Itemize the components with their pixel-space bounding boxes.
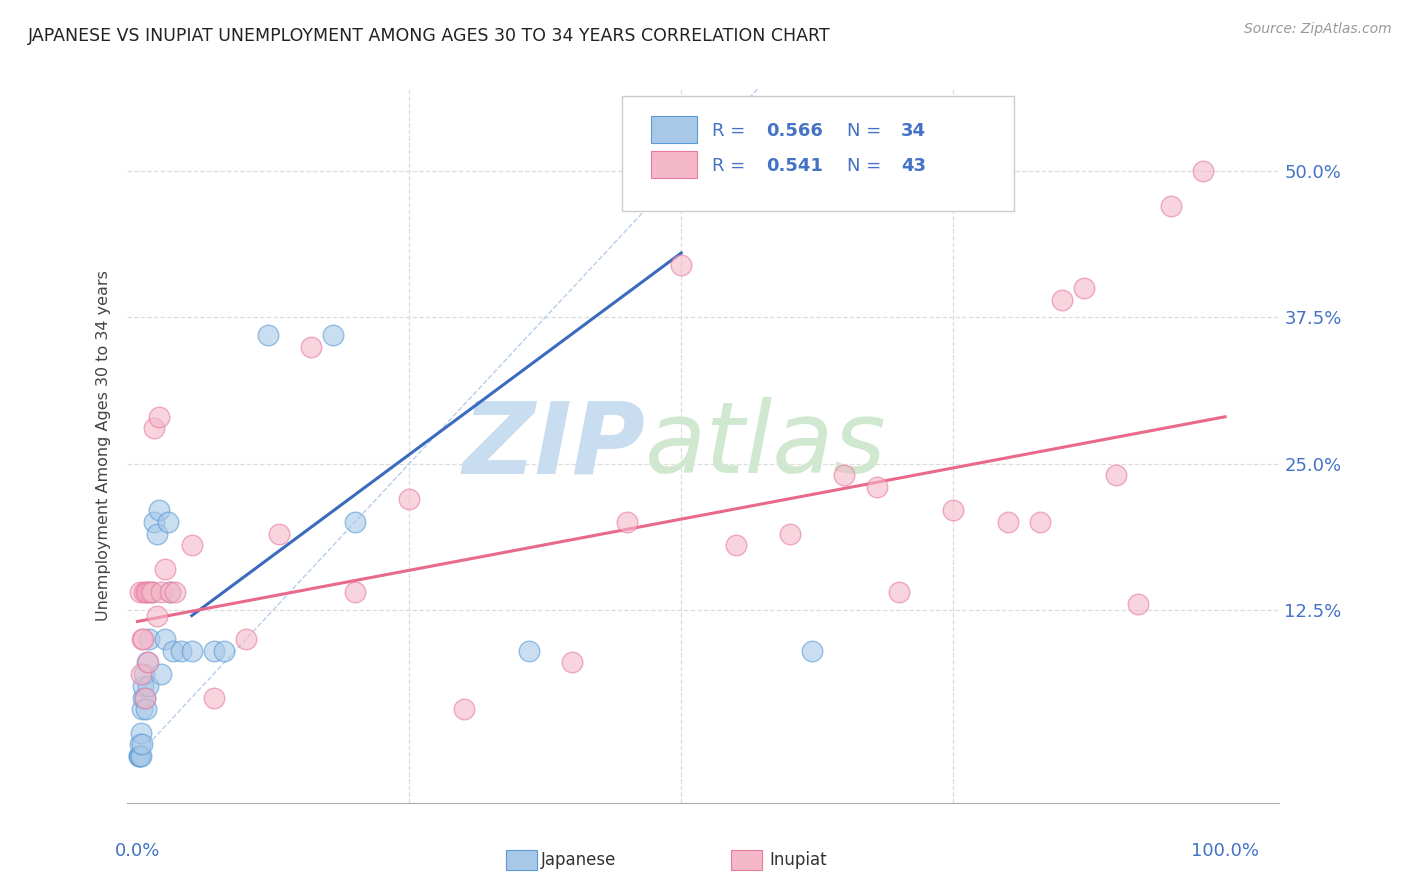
- Text: 100.0%: 100.0%: [1191, 842, 1260, 860]
- Point: [131, 702, 153, 716]
- Point: [180, 538, 202, 552]
- Point: [724, 538, 747, 552]
- Point: [616, 515, 638, 529]
- Point: [561, 656, 583, 670]
- Point: [136, 656, 159, 670]
- Point: [129, 749, 152, 764]
- Point: [150, 667, 173, 681]
- Point: [132, 632, 155, 646]
- Point: [1029, 515, 1052, 529]
- Point: [148, 503, 170, 517]
- Text: Japanese: Japanese: [541, 851, 617, 869]
- Point: [343, 515, 366, 529]
- Text: N =: N =: [846, 157, 887, 175]
- Point: [150, 585, 173, 599]
- Point: [202, 690, 225, 705]
- Bar: [651, 152, 697, 178]
- Point: [800, 644, 823, 658]
- Point: [134, 690, 156, 705]
- Text: atlas: atlas: [645, 398, 887, 494]
- Point: [202, 644, 225, 658]
- Point: [139, 585, 162, 599]
- Text: 43: 43: [901, 157, 927, 175]
- Point: [132, 679, 155, 693]
- Point: [398, 491, 420, 506]
- Point: [165, 585, 187, 599]
- Text: Inupiat: Inupiat: [769, 851, 827, 869]
- Text: 0.0%: 0.0%: [115, 842, 160, 860]
- Point: [131, 737, 153, 751]
- Point: [134, 690, 156, 705]
- Point: [267, 526, 290, 541]
- Point: [138, 632, 160, 646]
- Point: [146, 608, 169, 623]
- Text: R =: R =: [713, 121, 751, 139]
- Point: [128, 749, 150, 764]
- Point: [322, 327, 344, 342]
- Text: ZIP: ZIP: [463, 398, 645, 494]
- Point: [141, 585, 163, 599]
- Point: [135, 585, 157, 599]
- Bar: [651, 116, 697, 143]
- Point: [142, 515, 165, 529]
- Text: R =: R =: [713, 157, 751, 175]
- Point: [148, 409, 170, 424]
- Point: [180, 644, 202, 658]
- Point: [128, 749, 150, 764]
- Point: [135, 702, 157, 716]
- Point: [301, 340, 323, 354]
- Point: [866, 480, 889, 494]
- Point: [132, 667, 155, 681]
- Point: [141, 585, 163, 599]
- Point: [453, 702, 475, 716]
- FancyBboxPatch shape: [623, 96, 1014, 211]
- Point: [1160, 199, 1182, 213]
- Point: [153, 562, 176, 576]
- Point: [142, 421, 165, 435]
- Point: [1050, 293, 1073, 307]
- Point: [136, 585, 159, 599]
- Point: [159, 585, 181, 599]
- Y-axis label: Unemployment Among Ages 30 to 34 years: Unemployment Among Ages 30 to 34 years: [96, 270, 111, 622]
- Point: [170, 644, 193, 658]
- Point: [128, 737, 150, 751]
- Point: [131, 632, 153, 646]
- Point: [156, 515, 179, 529]
- Point: [136, 656, 159, 670]
- Point: [1192, 164, 1215, 178]
- Point: [942, 503, 965, 517]
- Text: 0.566: 0.566: [766, 121, 824, 139]
- Point: [159, 585, 181, 599]
- Point: [834, 468, 856, 483]
- Point: [343, 585, 366, 599]
- Point: [129, 725, 152, 739]
- Point: [132, 690, 155, 705]
- Point: [132, 585, 155, 599]
- Point: [162, 644, 184, 658]
- Point: [1105, 468, 1128, 483]
- Point: [517, 644, 540, 658]
- Point: [997, 515, 1019, 529]
- Text: JAPANESE VS INUPIAT UNEMPLOYMENT AMONG AGES 30 TO 34 YEARS CORRELATION CHART: JAPANESE VS INUPIAT UNEMPLOYMENT AMONG A…: [28, 27, 831, 45]
- Point: [128, 585, 150, 599]
- Point: [214, 644, 236, 658]
- Point: [153, 632, 176, 646]
- Text: N =: N =: [846, 121, 887, 139]
- Text: 34: 34: [901, 121, 927, 139]
- Text: 0.541: 0.541: [766, 157, 824, 175]
- Point: [136, 679, 159, 693]
- Point: [887, 585, 910, 599]
- Point: [1126, 597, 1149, 611]
- Text: Source: ZipAtlas.com: Source: ZipAtlas.com: [1244, 22, 1392, 37]
- Point: [235, 632, 257, 646]
- Point: [257, 327, 280, 342]
- Point: [129, 667, 152, 681]
- Point: [128, 749, 150, 764]
- Point: [1073, 281, 1095, 295]
- Point: [671, 258, 693, 272]
- Point: [779, 526, 801, 541]
- Point: [146, 526, 169, 541]
